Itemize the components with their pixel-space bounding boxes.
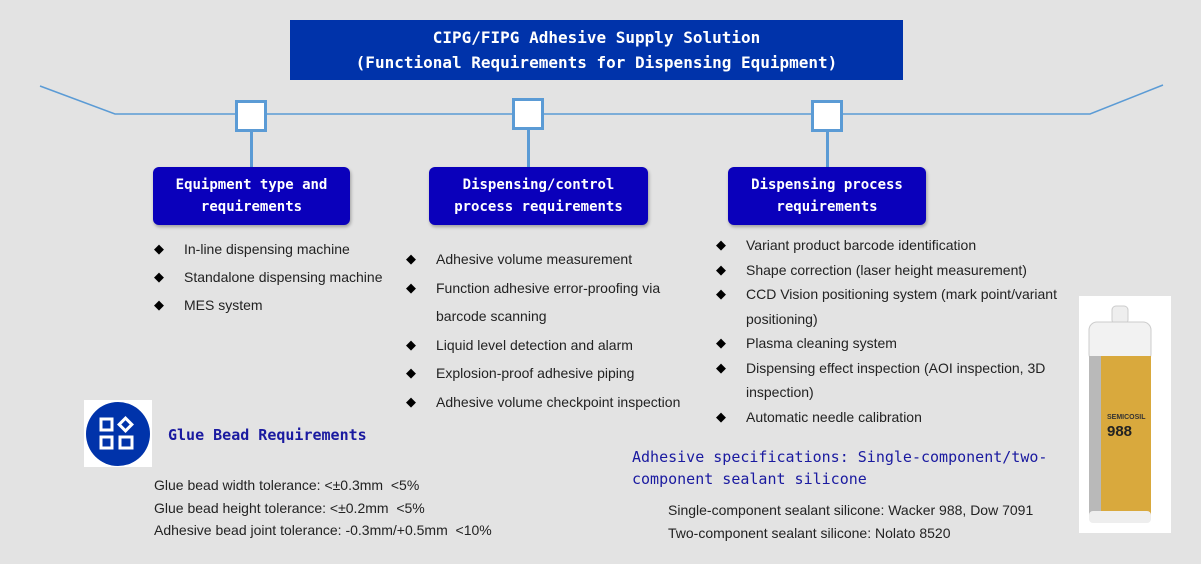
list-item: Adhesive volume checkpoint inspection [406,388,696,417]
list-item: Glue bead width tolerance: <±0.3mm <5% [154,477,420,493]
list-item: CCD Vision positioning system (mark poin… [716,282,1071,331]
connector [250,130,253,168]
timeline-node [512,98,544,130]
header-control: Dispensing/control process requirements [429,167,648,225]
timeline-node [235,100,267,132]
list-item: Shape correction (laser height measureme… [716,258,1071,283]
adhesive-spec-list: Single-component sealant silicone: Wacke… [668,499,1033,544]
connector [826,130,829,168]
timeline-node [811,100,843,132]
list-item: Adhesive bead joint tolerance: -0.3mm/+0… [154,522,492,538]
list-item: Variant product barcode identification [716,233,1071,258]
list-item: Glue bead height tolerance: <±0.2mm <5% [154,499,425,516]
list-item: Explosion-proof adhesive piping [406,359,696,388]
title-line-2: (Functional Requirements for Dispensing … [355,53,838,72]
list-item: MES system [154,291,404,319]
list-item: Function adhesive error-proofing via bar… [406,274,676,331]
glue-bead-list: Glue bead width tolerance: <±0.3mm <5% G… [154,474,492,542]
control-list: Adhesive volume measurement Function adh… [406,245,696,416]
svg-text:988: 988 [1107,423,1132,440]
list-item: In-line dispensing machine [154,235,404,263]
slide-title: CIPG/FIPG Adhesive Supply Solution (Func… [290,20,903,80]
process-list: Variant product barcode identification S… [716,233,1071,429]
sealant-cartridge-image: SEMICOSIL 988 [1079,296,1171,533]
timeline-line [39,84,1164,115]
svg-text:SEMICOSIL: SEMICOSIL [1107,414,1146,421]
list-item: Single-component sealant silicone: Wacke… [668,502,1034,518]
list-item: Plasma cleaning system [716,331,1071,356]
list-item: Adhesive volume measurement [406,245,696,274]
glue-bead-title: Glue Bead Requirements [168,426,367,444]
apps-grid-icon [84,400,152,467]
header-process: Dispensing process requirements [728,167,926,225]
connector [527,128,530,168]
list-item: Two-component sealant silicone: Nolato 8… [668,524,951,541]
list-item: Dispensing effect inspection (AOI inspec… [716,356,1056,405]
list-item: Automatic needle calibration [716,405,1071,430]
title-line-1: CIPG/FIPG Adhesive Supply Solution [432,28,761,47]
header-equipment: Equipment type and requirements [153,167,350,225]
adhesive-spec-title: Adhesive specifications: Single-componen… [632,448,1048,488]
list-item: Standalone dispensing machine [154,263,404,291]
list-item: Liquid level detection and alarm [406,331,696,360]
equipment-list: In-line dispensing machine Standalone di… [154,235,404,319]
